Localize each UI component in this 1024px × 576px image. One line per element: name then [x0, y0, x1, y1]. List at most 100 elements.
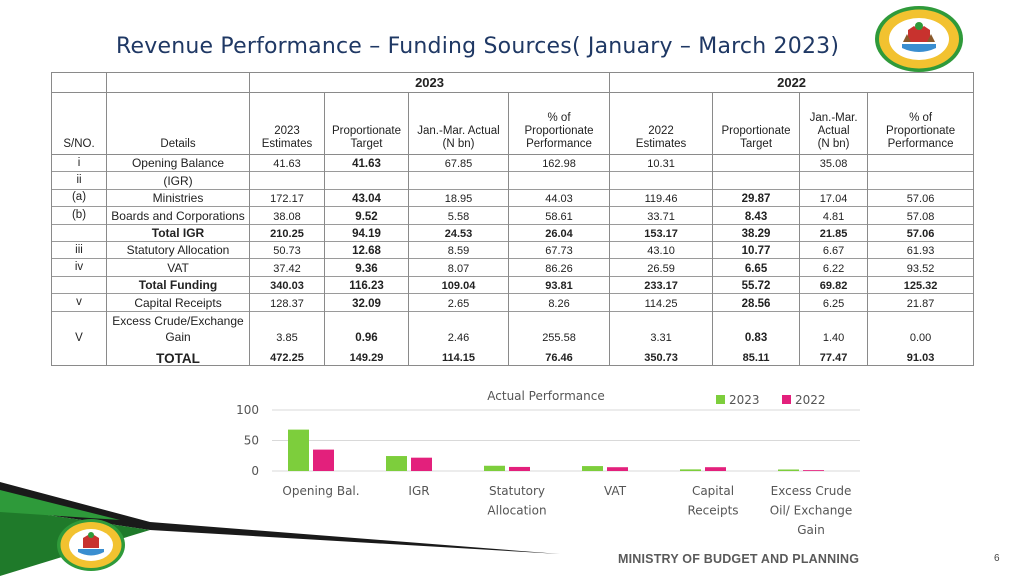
- total-cell: 76.46: [507, 345, 611, 366]
- column-header-line: (N bn): [817, 138, 850, 150]
- bar-2023-5: [778, 469, 799, 471]
- column-header: % of Proportionate Performance: [507, 92, 611, 155]
- total-cell: 149.29: [324, 345, 409, 366]
- row-cell: 43.10: [609, 240, 714, 259]
- row-sn: iii: [51, 240, 107, 259]
- table-row: Total Funding 340.03 116.23 109.04 93.81 233.…: [51, 275, 975, 294]
- row-cell: 24.53: [408, 223, 509, 242]
- row-cell: 8.59: [408, 240, 509, 259]
- bar-2022-5: [803, 470, 824, 471]
- row-cell: 9.36: [324, 258, 409, 277]
- legend-swatch-2022: [782, 395, 791, 404]
- column-header-line: % of: [547, 112, 571, 124]
- row-cell: 0.83: [712, 310, 801, 346]
- y-tick-label: 0: [251, 464, 259, 478]
- row-cell: 8.43: [712, 206, 801, 225]
- table-row: v Capital Receipts 128.37 32.09 2.65 8.26 114.…: [51, 293, 975, 312]
- column-header: Details: [106, 92, 250, 155]
- row-cell: 26.59: [609, 258, 714, 277]
- total-label: TOTAL: [106, 345, 250, 366]
- column-header-line: Target: [740, 138, 773, 150]
- row-cell: 128.37: [249, 293, 325, 312]
- row-details: Excess Crude/Exchange Gain: [106, 310, 250, 346]
- table-row: V Excess Crude/Exchange Gain 3.85 0.96 2.46 2…: [51, 310, 975, 346]
- row-cell: 0.00: [867, 310, 975, 346]
- row-cell: [867, 171, 975, 190]
- row-cell: 43.04: [324, 188, 409, 207]
- table-row: (b) Boards and Corporations 38.08 9.52 5.58 5…: [51, 206, 975, 225]
- row-details: Boards and Corporations: [106, 206, 250, 225]
- x-category-label: Opening Bal.: [282, 484, 359, 498]
- row-cell: 116.23: [324, 275, 409, 294]
- row-cell: 2.46: [408, 310, 509, 346]
- total-cell: 77.47: [799, 345, 869, 366]
- column-header: 2023 Estimates: [249, 92, 325, 155]
- row-cell: 119.46: [609, 188, 714, 207]
- year-header-2022: 2022: [609, 72, 975, 93]
- row-cell: [609, 171, 714, 190]
- total-cell: 350.73: [609, 345, 714, 366]
- ogun-state-seal: [875, 6, 963, 72]
- row-cell: 67.73: [507, 240, 611, 259]
- row-cell: 50.73: [249, 240, 325, 259]
- row-cell: 6.67: [799, 240, 869, 259]
- row-cell: 58.61: [507, 206, 611, 225]
- row-cell: 6.25: [799, 293, 869, 312]
- actual-performance-chart: Actual Performance 0 50 100 Opening Bal. IGR…: [0, 384, 1024, 544]
- column-header: 2022 Estimates: [609, 92, 714, 155]
- row-cell: 10.31: [609, 153, 714, 172]
- row-cell: 109.04: [408, 275, 509, 294]
- total-row: TOTAL 472.25 149.29 114.15 76.46 350.73 85.11 7…: [51, 345, 975, 366]
- row-cell: 32.09: [324, 293, 409, 312]
- column-header-line: Target: [350, 138, 383, 150]
- row-cell: 6.22: [799, 258, 869, 277]
- row-cell: 233.17: [609, 275, 714, 294]
- table-year-row: 2023 2022: [51, 72, 975, 93]
- bar-2023-0: [288, 429, 309, 471]
- row-cell: 41.63: [249, 153, 325, 172]
- total-cell: 114.15: [408, 345, 509, 366]
- total-cell: 91.03: [867, 345, 975, 366]
- row-details: (IGR): [106, 171, 250, 190]
- table-row: iii Statutory Allocation 50.73 12.68 8.59 67.…: [51, 240, 975, 259]
- row-cell: 3.85: [249, 310, 325, 346]
- row-cell: 153.17: [609, 223, 714, 242]
- x-category-label: Gain: [797, 523, 825, 537]
- x-category-label: Statutory: [489, 484, 545, 498]
- column-header-line: Details: [160, 138, 196, 150]
- legend-swatch-2023: [716, 395, 725, 404]
- row-cell: 69.82: [799, 275, 869, 294]
- row-cell: 35.08: [799, 153, 869, 172]
- x-category-label: Capital: [692, 484, 734, 498]
- slide-title: Revenue Performance – Funding Sources( J…: [116, 34, 840, 59]
- bar-2023-1: [386, 456, 407, 471]
- row-cell: 28.56: [712, 293, 801, 312]
- row-cell: 8.07: [408, 258, 509, 277]
- row-cell: 340.03: [249, 275, 325, 294]
- row-cell: 18.95: [408, 188, 509, 207]
- row-details: Capital Receipts: [106, 293, 250, 312]
- revenue-table: 2023 2022 S/NO. Details 2023 Estimates Propo…: [51, 72, 975, 366]
- x-category-label: IGR: [408, 484, 429, 498]
- table-row: Total IGR 210.25 94.19 24.53 26.04 153.17 38.2…: [51, 223, 975, 242]
- column-header: Jan.-Mar. Actual (N bn): [408, 92, 509, 155]
- row-cell: 255.58: [507, 310, 611, 346]
- column-header-line: 2022: [648, 125, 674, 137]
- x-category-label: Receipts: [687, 504, 738, 518]
- row-sn: i: [51, 153, 107, 172]
- row-cell: 6.65: [712, 258, 801, 277]
- row-cell: 210.25: [249, 223, 325, 242]
- row-cell: [507, 171, 611, 190]
- row-cell: 12.68: [324, 240, 409, 259]
- row-details: Statutory Allocation: [106, 240, 250, 259]
- row-cell: [712, 171, 801, 190]
- row-cell: 57.06: [867, 188, 975, 207]
- column-header-line: Proportionate: [524, 125, 594, 137]
- row-cell: 172.17: [249, 188, 325, 207]
- row-details: VAT: [106, 258, 250, 277]
- table-row: (a) Ministries 172.17 43.04 18.95 44.03 119.46…: [51, 188, 975, 207]
- column-header: Proportionate Target: [324, 92, 409, 155]
- row-cell: 21.85: [799, 223, 869, 242]
- column-header-line: Jan.-Mar. Actual: [417, 125, 500, 137]
- row-cell: 9.52: [324, 206, 409, 225]
